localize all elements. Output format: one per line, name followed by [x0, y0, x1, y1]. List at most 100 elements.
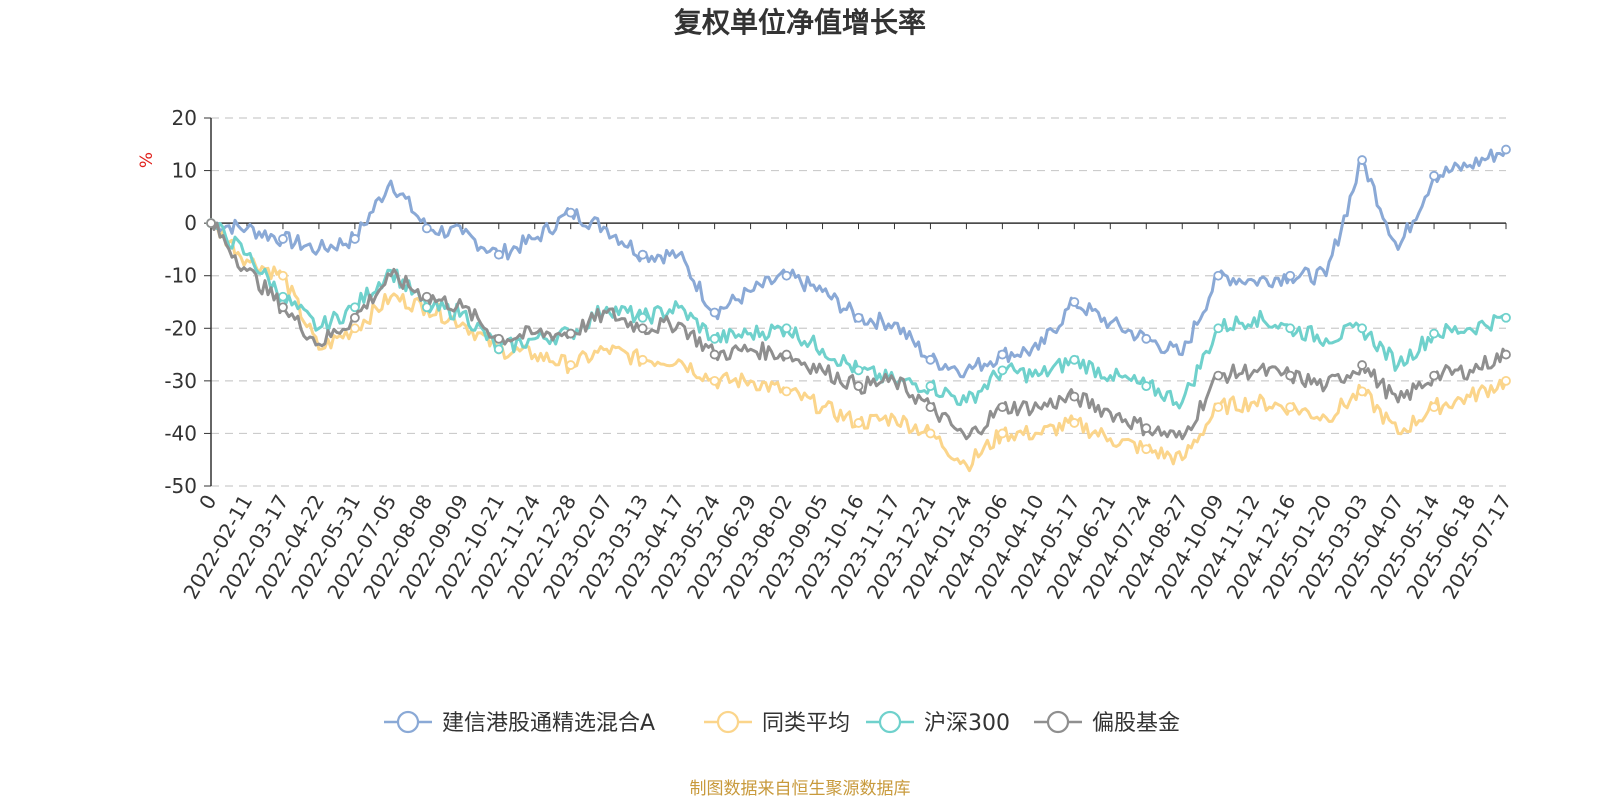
data-point [1501, 144, 1511, 155]
y-tick-label: -30 [164, 369, 197, 393]
data-point [565, 360, 576, 370]
y-tick-label: -10 [164, 264, 197, 288]
data-point [1285, 323, 1296, 334]
data-point [206, 218, 216, 229]
legend-marker [1046, 710, 1070, 734]
data-point [1069, 391, 1080, 402]
data-point [565, 207, 576, 218]
data-point [1285, 402, 1296, 413]
data-point [925, 402, 936, 413]
y-tick-label: -20 [164, 316, 197, 340]
legend-label: 偏股基金 [1092, 711, 1180, 736]
data-point [1141, 423, 1152, 434]
data-point [349, 234, 360, 244]
y-axis: 20 10 0 -10 -20 -30 -40 -50 [164, 106, 212, 498]
series-0 [206, 144, 1511, 379]
y-tick-label: -40 [164, 421, 197, 445]
data-point [1429, 170, 1439, 181]
data-point [925, 354, 936, 365]
data-point [1357, 155, 1368, 165]
data-point [1357, 386, 1368, 397]
data-point [421, 291, 432, 302]
legend-label: 沪深300 [924, 711, 1010, 736]
y-tick-label: 0 [184, 211, 197, 235]
y-tick-label: -50 [164, 474, 197, 498]
data-point [278, 291, 288, 302]
legend-item[interactable]: 建信港股通精选混合A [384, 710, 655, 736]
data-point [709, 375, 720, 386]
legend-item[interactable]: 偏股基金 [1034, 710, 1180, 736]
data-point [1501, 312, 1511, 323]
data-point [493, 249, 504, 260]
data-point [1213, 323, 1224, 334]
data-point [349, 312, 360, 323]
data-point [1285, 370, 1296, 381]
series-3 [206, 218, 1511, 441]
data-point [1429, 402, 1439, 413]
y-tick-label: 20 [172, 106, 197, 130]
data-point [1357, 323, 1368, 334]
data-point [1429, 328, 1439, 339]
data-point [853, 312, 864, 323]
data-point [997, 428, 1008, 439]
data-point [925, 381, 936, 392]
data-point [349, 302, 360, 313]
data-point [1501, 375, 1511, 386]
data-point [565, 328, 576, 339]
data-point [997, 349, 1008, 360]
chart-title: 复权单位净值增长率 [674, 6, 926, 39]
data-source-note: 制图数据来自恒生聚源数据库 [690, 779, 911, 799]
data-point [1429, 370, 1439, 381]
data-point [1213, 370, 1224, 381]
data-point [1141, 381, 1152, 392]
data-point [1213, 270, 1224, 281]
data-point [709, 307, 720, 318]
data-point [1141, 333, 1152, 344]
data-point [853, 381, 864, 392]
data-point [637, 249, 648, 260]
legend-marker [396, 710, 420, 734]
data-point [1213, 402, 1224, 413]
data-point [1069, 354, 1080, 365]
data-point [1069, 297, 1080, 307]
grid-lines [211, 117, 1506, 487]
data-point [853, 418, 864, 428]
data-point [493, 333, 504, 344]
data-point [421, 302, 432, 313]
y-tick-label: 10 [172, 159, 197, 183]
y-axis-unit: % [137, 152, 157, 168]
data-point [278, 302, 288, 313]
data-point [781, 323, 792, 334]
data-point [421, 223, 432, 234]
series-layer [206, 144, 1511, 473]
data-point [781, 270, 792, 281]
legend-marker [878, 710, 902, 734]
data-point [997, 365, 1008, 376]
data-point [925, 428, 936, 439]
legend[interactable]: 建信港股通精选混合A 同类平均 沪深300 偏股基金 [384, 710, 1180, 736]
legend-label: 建信港股通精选混合A [442, 711, 655, 736]
legend-label: 同类平均 [762, 711, 850, 736]
series-line [210, 148, 1508, 379]
data-point [1285, 270, 1296, 281]
data-point [1141, 444, 1152, 455]
data-point [637, 312, 648, 323]
data-point [781, 386, 792, 397]
data-point [1069, 418, 1080, 428]
data-point [637, 354, 648, 365]
data-point [278, 270, 288, 281]
legend-item[interactable]: 沪深300 [866, 710, 1010, 736]
data-point [781, 349, 792, 360]
legend-item[interactable]: 同类平均 [704, 710, 850, 736]
data-point [1501, 349, 1511, 360]
x-tick-label: 0 [194, 491, 221, 514]
data-point [997, 402, 1008, 413]
data-point [709, 333, 720, 344]
data-point [637, 323, 648, 334]
data-point [1357, 360, 1368, 370]
data-point [349, 323, 360, 334]
data-point [853, 365, 864, 376]
legend-marker [716, 710, 740, 734]
data-point [493, 344, 504, 355]
